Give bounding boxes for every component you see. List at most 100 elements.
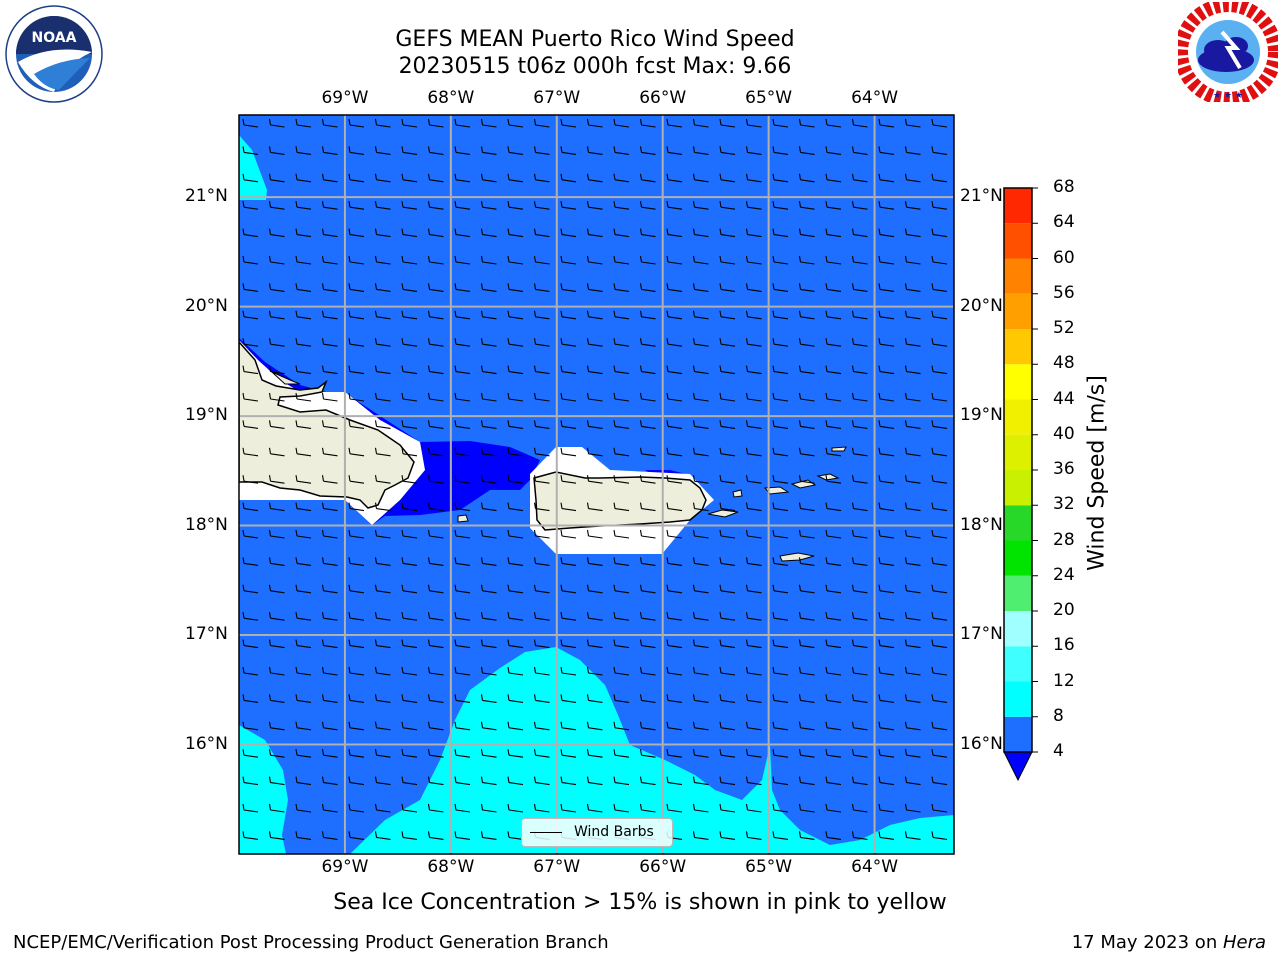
wind-barb [878,639,895,649]
wind-barb [560,639,577,649]
wind-barb [401,146,418,155]
wind-barb [719,283,736,292]
wind-barb [745,721,762,731]
wind-barb [613,475,630,484]
wind-barb [507,639,524,649]
wind-barb [613,201,630,210]
wind-barb [242,118,259,128]
wind-barb [427,201,444,210]
wind-barb [851,557,868,566]
wind-barb [825,447,842,457]
cyan-region-top-left [239,135,267,200]
wind-barb [878,666,895,676]
wind-barb [692,173,709,183]
wind-barb [931,310,948,320]
wind-barb [348,639,365,649]
wind-barb [639,201,656,210]
wind-barb [480,639,497,649]
wind-barb [825,420,842,429]
wind-barb [268,776,285,786]
wind-barb [348,749,365,758]
wind-barb [851,831,868,840]
lon-tick-label: 64°W [851,88,899,108]
wind-barb [374,118,391,128]
wind-barb [321,612,338,621]
wind-barb [295,283,312,292]
wind-barb [348,255,365,265]
wind-barb [454,255,471,265]
wind-barb [480,666,497,676]
colorbar-segment [1004,505,1032,541]
map-frame [238,114,955,855]
lon-tick-label: 68°W [427,857,475,877]
wind-barb [374,612,391,621]
wind-barb [666,584,683,594]
wind-barb [904,338,921,347]
wind-barb [401,283,418,292]
wind-barb [639,173,656,183]
wind-barb [321,584,338,594]
wind-barb [719,721,736,731]
wind-barb [401,201,418,210]
wind-barb [321,749,338,758]
wind-barb [560,694,577,703]
wind-barb [586,310,603,320]
wind-barb [745,803,762,813]
wind-barb [401,118,418,128]
wind-barb [321,118,338,128]
wind-barb [772,639,789,649]
wind-barb [798,420,815,429]
wind-barb [427,666,444,676]
wind-barb [772,584,789,594]
wind-barb [454,584,471,594]
wind-barb [745,749,762,758]
wind-barb [374,283,391,292]
wind-barb [745,283,762,292]
wind-barb [295,694,312,703]
wind-barb [613,749,630,758]
wind-barb [851,118,868,128]
wind-barb [772,666,789,676]
wind-barb [533,283,550,292]
wind-barb [719,447,736,457]
wind-barb [507,831,524,840]
wind-barb [560,721,577,731]
wind-barbs [242,118,948,840]
wind-barb [295,475,312,484]
wind-barb [825,310,842,320]
wind-barb [613,584,630,594]
wind-barb [931,255,948,265]
wind-barb [242,639,259,649]
wind-barb [639,749,656,758]
wind-barb [507,173,524,183]
lon-tick-label: 66°W [639,88,687,108]
wind-barb [321,338,338,347]
wind-barb [878,475,895,484]
wind-barb [374,529,391,539]
wind-barb [374,365,391,375]
wind-barb [507,749,524,758]
wind-barb [480,118,497,128]
wind-barb [878,529,895,539]
wind-barb [560,803,577,813]
wind-barb [772,365,789,375]
wind-barb [268,529,285,539]
colorbar-under-arrow [1003,751,1033,782]
wind-barb [613,338,630,347]
wind-barb [613,420,630,429]
wind-barb [692,283,709,292]
wind-barb [586,447,603,457]
wind-barb [586,475,603,484]
wind-barb [268,831,285,840]
wind-barb [825,831,842,840]
wind-barb [904,228,921,238]
wind-barb [295,749,312,758]
wind-barb [586,584,603,594]
wind-barb [692,584,709,594]
wind-barb [613,776,630,786]
wind-barb [427,557,444,566]
wind-barb [533,639,550,649]
wind-barb [268,447,285,457]
wind-barb [639,529,656,539]
wind-barb [772,420,789,429]
